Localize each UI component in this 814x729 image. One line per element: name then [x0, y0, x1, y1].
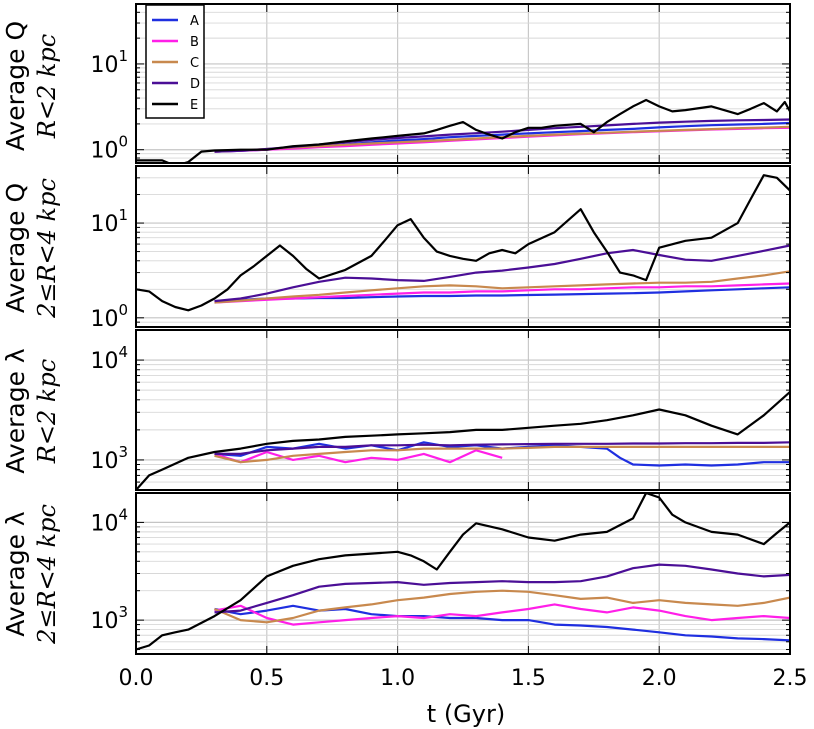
x-tick-label-5: 2.5 [773, 666, 808, 691]
panel-3-ylabel-line2: R<2 kpc [33, 359, 61, 464]
panel-2-ytick-label-0: 100 [90, 301, 128, 332]
panel-4-ylabel: Average λ [1, 511, 30, 637]
x-tick-label-0: 0.0 [119, 666, 154, 691]
panel-4-ylabel-sub: 2≤R<4 kpc [33, 504, 61, 645]
x-tick-label-1: 0.5 [249, 666, 284, 691]
panel-4-series-e [136, 493, 790, 651]
panel-4-ytick-label-1: 104 [90, 505, 128, 536]
panel-2-ylabel-line1: Average Q [1, 183, 30, 313]
panel-3-ylabel-line1: Average λ [1, 348, 30, 474]
panel-2-series-c [214, 270, 790, 304]
panel-3-series-c [214, 445, 790, 464]
panel-1-series-c [214, 125, 790, 153]
panel-3-frame [135, 329, 791, 491]
panel-4-series-b [214, 603, 790, 626]
legend-label-c: C [190, 56, 199, 71]
panel-2-ylabel-sub: 2≤R<4 kpc [33, 178, 61, 319]
panel-1-ylabel-line2: R<2 kpc [33, 34, 61, 139]
panel-4-ylabel-line2: 2≤R<4 kpc [33, 504, 61, 645]
series-layer [136, 98, 790, 651]
panel-frames [135, 3, 791, 655]
panel-3-ytick-label-0: 103 [90, 443, 128, 474]
panel-3-series-e [136, 391, 790, 490]
panel-1-frame [135, 3, 791, 164]
legend-label-b: B [190, 35, 199, 50]
panel-3-series-a [214, 441, 790, 467]
panel-4-series-d [214, 563, 790, 614]
panel-1-ytick-label-0: 100 [90, 133, 128, 164]
panel-2-ytick-label-1: 101 [90, 206, 128, 237]
panel-2-frame [135, 165, 791, 328]
x-tick-label-2: 1.0 [380, 666, 415, 691]
legend-label-e: E [190, 98, 198, 113]
panel-4-series-c [214, 589, 790, 624]
panel-1-ytick-label-1: 101 [90, 47, 128, 78]
x-tick-label-3: 1.5 [511, 666, 546, 691]
tick-layer: 100 101 100 101 103 104 103 104 0.0 0.5 1.0 1.5 2.0 2… [90, 3, 808, 691]
panel-4-ylabel-line1: Average λ [1, 511, 30, 637]
panel-2-series-d [214, 244, 790, 303]
panel-3-ylabel: Average λ [1, 348, 30, 474]
legend-label-d: D [190, 77, 200, 92]
panel-4-series-a [214, 604, 790, 642]
panel-2-ylabel: Average Q [1, 183, 30, 313]
x-axis-label: t (Gyr) [427, 700, 505, 728]
panel-4-ytick-label-0: 103 [90, 603, 128, 634]
panel-2-series-e [136, 174, 790, 312]
panel-3-series-d [214, 441, 790, 455]
panel-3-series-b [214, 449, 503, 464]
panel-1-ylabel-line1: Average Q [1, 21, 30, 151]
panel-2-ylabel-line2: 2≤R<4 kpc [33, 178, 61, 319]
panel-1-series-e [136, 98, 790, 163]
panel-3-ylabel-sub: R<2 kpc [33, 359, 61, 464]
x-tick-label-4: 2.0 [642, 666, 677, 691]
panel-2-series-b [214, 282, 790, 304]
panel-3-ytick-label-1: 104 [90, 343, 128, 374]
legend-label-a: A [190, 14, 199, 29]
panel-1-ylabel-sub: R<2 kpc [33, 34, 61, 139]
panel-1-ylabel: Average Q [1, 21, 30, 151]
